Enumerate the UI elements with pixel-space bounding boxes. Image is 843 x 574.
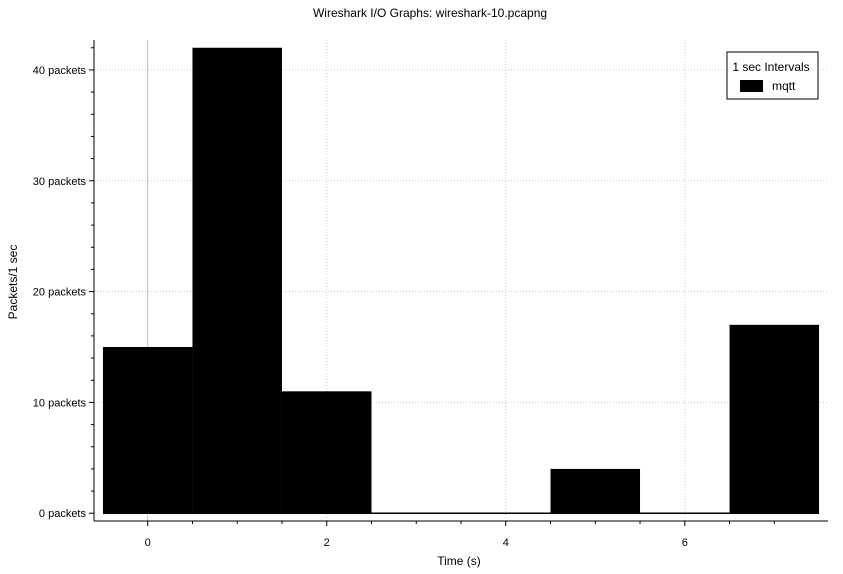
y-tick-label: 20 packets <box>33 287 87 299</box>
y-tick-label: 10 packets <box>33 397 87 409</box>
bar-series <box>102 47 820 514</box>
legend-label-mqtt: mqtt <box>772 79 796 93</box>
y-tick-label: 30 packets <box>33 176 87 188</box>
bar-mqtt-t7 <box>729 324 820 514</box>
bar-mqtt-t1 <box>192 47 282 514</box>
x-tick-label: 6 <box>682 537 688 549</box>
chart-title: Wireshark I/O Graphs: wireshark-10.pcapn… <box>313 6 547 20</box>
axes: 0 packets 10 packets 20 packets 30 packets 4… <box>33 40 828 549</box>
bar-mqtt-t5 <box>550 468 641 514</box>
legend-swatch-mqtt <box>740 80 763 92</box>
grid-lines <box>94 40 828 521</box>
bar-mqtt-t0 <box>102 346 193 514</box>
y-tick-label: 0 packets <box>39 508 87 520</box>
y-axis-title: Packets/1 sec <box>6 245 20 320</box>
x-tick-label: 2 <box>324 537 330 549</box>
x-tick-label: 4 <box>503 537 509 549</box>
y-tick-label: 40 packets <box>33 65 87 77</box>
x-tick-label: 0 <box>145 537 151 549</box>
legend-title: 1 sec Intervals <box>732 60 809 74</box>
bar-mqtt-t2 <box>281 391 372 514</box>
legend: 1 sec Intervals mqtt <box>726 51 819 100</box>
x-axis-title: Time (s) <box>437 554 481 568</box>
